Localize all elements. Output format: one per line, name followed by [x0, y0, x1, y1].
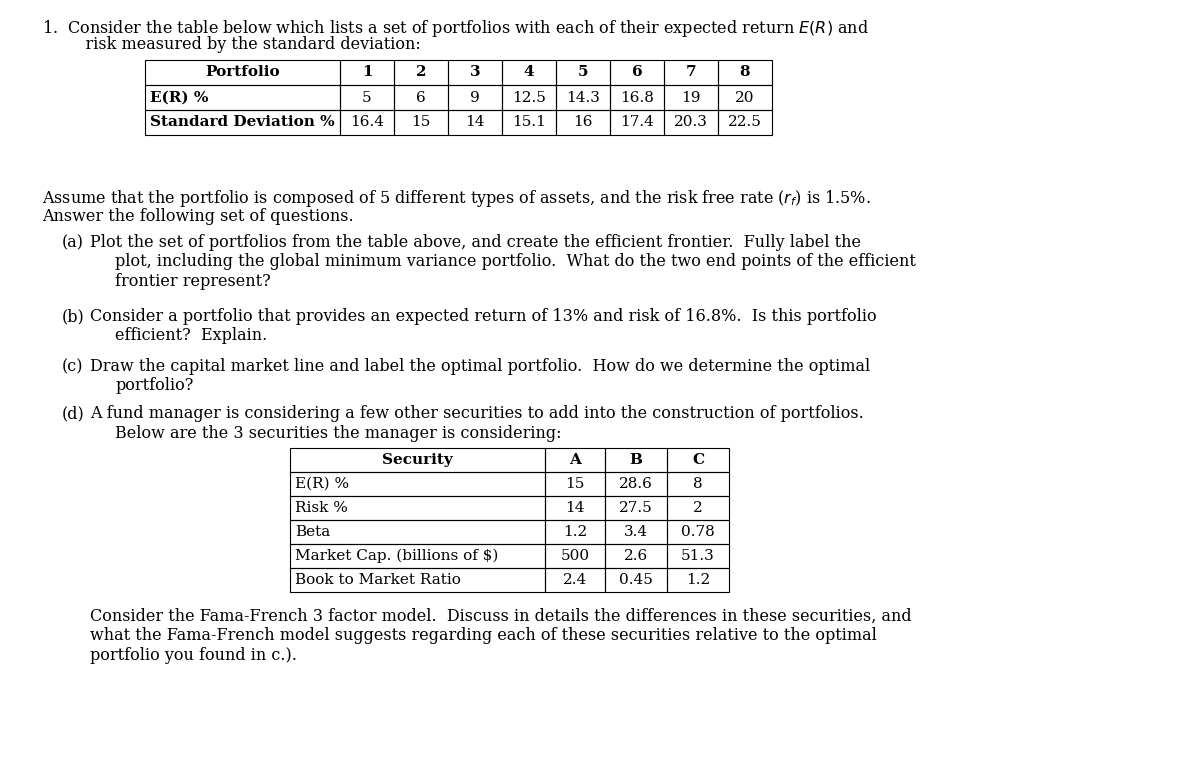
- Text: 14: 14: [466, 115, 485, 129]
- Text: (c): (c): [62, 358, 84, 375]
- Text: E(R) %: E(R) %: [150, 91, 209, 105]
- Text: (a): (a): [62, 234, 84, 251]
- Text: Consider a portfolio that provides an expected return of 13% and risk of 16.8%. : Consider a portfolio that provides an ex…: [90, 308, 877, 325]
- Text: 17.4: 17.4: [620, 115, 654, 129]
- Text: (d): (d): [62, 405, 85, 422]
- Text: portfolio you found in c.).: portfolio you found in c.).: [90, 647, 296, 664]
- Text: 3: 3: [469, 66, 480, 80]
- Text: C: C: [692, 453, 704, 467]
- Text: Beta: Beta: [295, 525, 330, 539]
- Text: 500: 500: [560, 549, 589, 563]
- Text: Book to Market Ratio: Book to Market Ratio: [295, 573, 461, 587]
- Text: 2.6: 2.6: [624, 549, 648, 563]
- Text: Below are the 3 securities the manager is considering:: Below are the 3 securities the manager i…: [115, 425, 562, 442]
- Text: (b): (b): [62, 308, 85, 325]
- Text: 0.78: 0.78: [682, 525, 715, 539]
- Text: 9: 9: [470, 91, 480, 105]
- Text: 28.6: 28.6: [619, 477, 653, 491]
- Text: Draw the capital market line and label the optimal portfolio.  How do we determi: Draw the capital market line and label t…: [90, 358, 870, 375]
- Text: Security: Security: [382, 453, 452, 467]
- Text: Market Cap. (billions of $): Market Cap. (billions of $): [295, 549, 498, 563]
- Text: Assume that the portfolio is composed of 5 different types of assets, and the ri: Assume that the portfolio is composed of…: [42, 188, 871, 209]
- Text: 15: 15: [412, 115, 431, 129]
- Text: 51.3: 51.3: [682, 549, 715, 563]
- Text: 15.1: 15.1: [512, 115, 546, 129]
- Text: 16.4: 16.4: [350, 115, 384, 129]
- Text: 2: 2: [694, 501, 703, 515]
- Text: B: B: [630, 453, 642, 467]
- Text: E(R) %: E(R) %: [295, 477, 349, 491]
- Text: 20.3: 20.3: [674, 115, 708, 129]
- Text: Answer the following set of questions.: Answer the following set of questions.: [42, 208, 354, 225]
- Text: 8: 8: [694, 477, 703, 491]
- Text: 6: 6: [416, 91, 426, 105]
- Text: Risk %: Risk %: [295, 501, 348, 515]
- Text: 6: 6: [631, 66, 642, 80]
- Text: 5: 5: [362, 91, 372, 105]
- Text: portfolio?: portfolio?: [115, 377, 193, 394]
- Text: Portfolio: Portfolio: [205, 66, 280, 80]
- Text: 8: 8: [739, 66, 750, 80]
- Text: Consider the Fama-French 3 factor model.  Discuss in details the differences in : Consider the Fama-French 3 factor model.…: [90, 608, 912, 625]
- Text: what the Fama-French model suggests regarding each of these securities relative : what the Fama-French model suggests rega…: [90, 628, 877, 645]
- Text: 2: 2: [415, 66, 426, 80]
- Text: 7: 7: [685, 66, 696, 80]
- Text: risk measured by the standard deviation:: risk measured by the standard deviation:: [65, 36, 421, 53]
- Text: frontier represent?: frontier represent?: [115, 273, 271, 290]
- Text: 14: 14: [565, 501, 584, 515]
- Text: 14.3: 14.3: [566, 91, 600, 105]
- Text: 3.4: 3.4: [624, 525, 648, 539]
- Text: 2.4: 2.4: [563, 573, 587, 587]
- Text: 1.2: 1.2: [686, 573, 710, 587]
- Text: plot, including the global minimum variance portfolio.  What do the two end poin: plot, including the global minimum varia…: [115, 253, 916, 270]
- Text: A fund manager is considering a few other securities to add into the constructio: A fund manager is considering a few othe…: [90, 405, 864, 422]
- Text: 5: 5: [577, 66, 588, 80]
- Text: 1.  Consider the table below which lists a set of portfolios with each of their : 1. Consider the table below which lists …: [42, 18, 869, 39]
- Text: efficient?  Explain.: efficient? Explain.: [115, 328, 268, 345]
- Text: Plot the set of portfolios from the table above, and create the efficient fronti: Plot the set of portfolios from the tabl…: [90, 234, 862, 251]
- Text: 0.45: 0.45: [619, 573, 653, 587]
- Text: Standard Deviation %: Standard Deviation %: [150, 115, 335, 129]
- Text: 19: 19: [682, 91, 701, 105]
- Text: 27.5: 27.5: [619, 501, 653, 515]
- Text: 4: 4: [523, 66, 534, 80]
- Text: A: A: [569, 453, 581, 467]
- Text: 16.8: 16.8: [620, 91, 654, 105]
- Text: 1.2: 1.2: [563, 525, 587, 539]
- Text: 22.5: 22.5: [728, 115, 762, 129]
- Text: 20: 20: [736, 91, 755, 105]
- Text: 12.5: 12.5: [512, 91, 546, 105]
- Text: 1: 1: [361, 66, 372, 80]
- Text: 16: 16: [574, 115, 593, 129]
- Text: 15: 15: [565, 477, 584, 491]
